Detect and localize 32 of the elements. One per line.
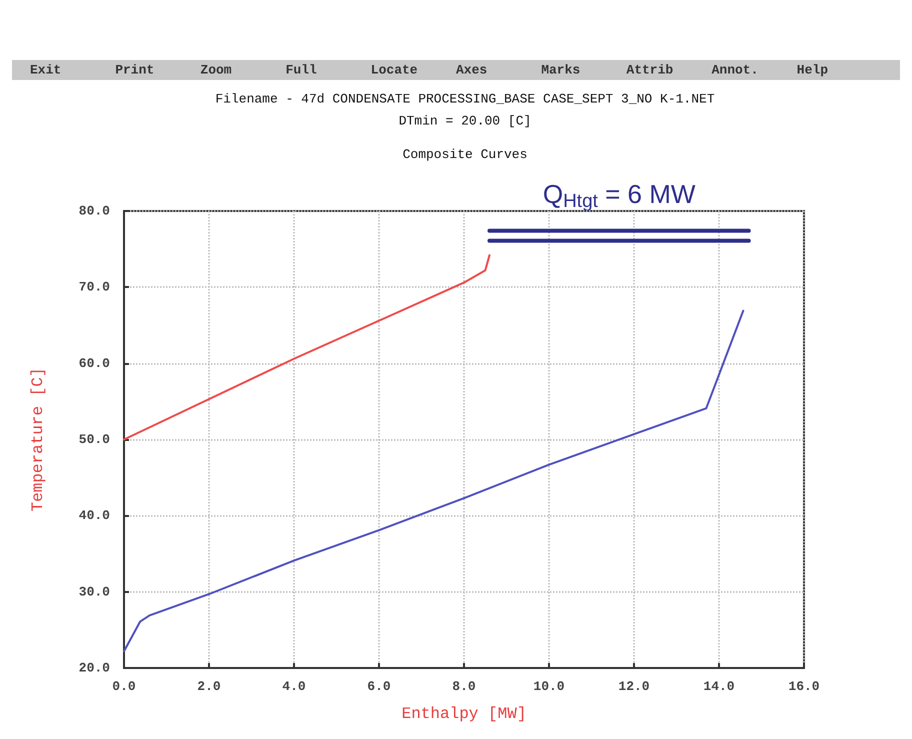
x-tick-label: 14.0 bbox=[703, 679, 735, 694]
chart-subtitle: Filename - 47d CONDENSATE PROCESSING_BASE CASE_SEPT 3_NO K-1.NET DTmin = 20.00 [C] bbox=[215, 92, 715, 128]
y-tick-label: 60.0 bbox=[78, 356, 110, 371]
y-tick-label: 80.0 bbox=[78, 204, 110, 218]
x-tick-label: 0.0 bbox=[112, 679, 136, 694]
chart-title: Composite Curves bbox=[402, 147, 528, 162]
x-axis-title: Enthalpy [MW] bbox=[402, 705, 526, 723]
y-tick-label: 40.0 bbox=[78, 508, 110, 524]
text: Annot. bbox=[712, 62, 758, 78]
x-tick-label: 10.0 bbox=[533, 679, 565, 694]
y-tick-label: 30.0 bbox=[78, 584, 110, 600]
y-axis-title: Temperature [C] bbox=[29, 367, 47, 512]
text: Locate bbox=[370, 62, 418, 78]
x-tick-label: 2.0 bbox=[197, 679, 221, 694]
x-tick-label: 16.0 bbox=[788, 679, 820, 694]
x-tick-label: 8.0 bbox=[452, 679, 476, 694]
y-tick-label: 70.0 bbox=[78, 280, 110, 295]
x-tick-label: 12.0 bbox=[618, 679, 650, 694]
text: Marks bbox=[541, 62, 580, 78]
line-series bbox=[123, 310, 744, 652]
y-tick-label: 20.0 bbox=[78, 660, 110, 676]
text: Zoom bbox=[200, 62, 232, 78]
y-tick-label: 50.0 bbox=[78, 432, 110, 447]
line-series bbox=[123, 254, 490, 440]
text: Help bbox=[796, 62, 828, 78]
text: Exit bbox=[30, 62, 62, 78]
x-tick-label: 4.0 bbox=[282, 679, 306, 694]
x-tick-label: 6.0 bbox=[367, 679, 391, 694]
text: Attrib bbox=[626, 62, 674, 78]
text: Axes bbox=[456, 62, 488, 78]
text: Full bbox=[286, 62, 318, 78]
text: Print bbox=[115, 62, 154, 78]
